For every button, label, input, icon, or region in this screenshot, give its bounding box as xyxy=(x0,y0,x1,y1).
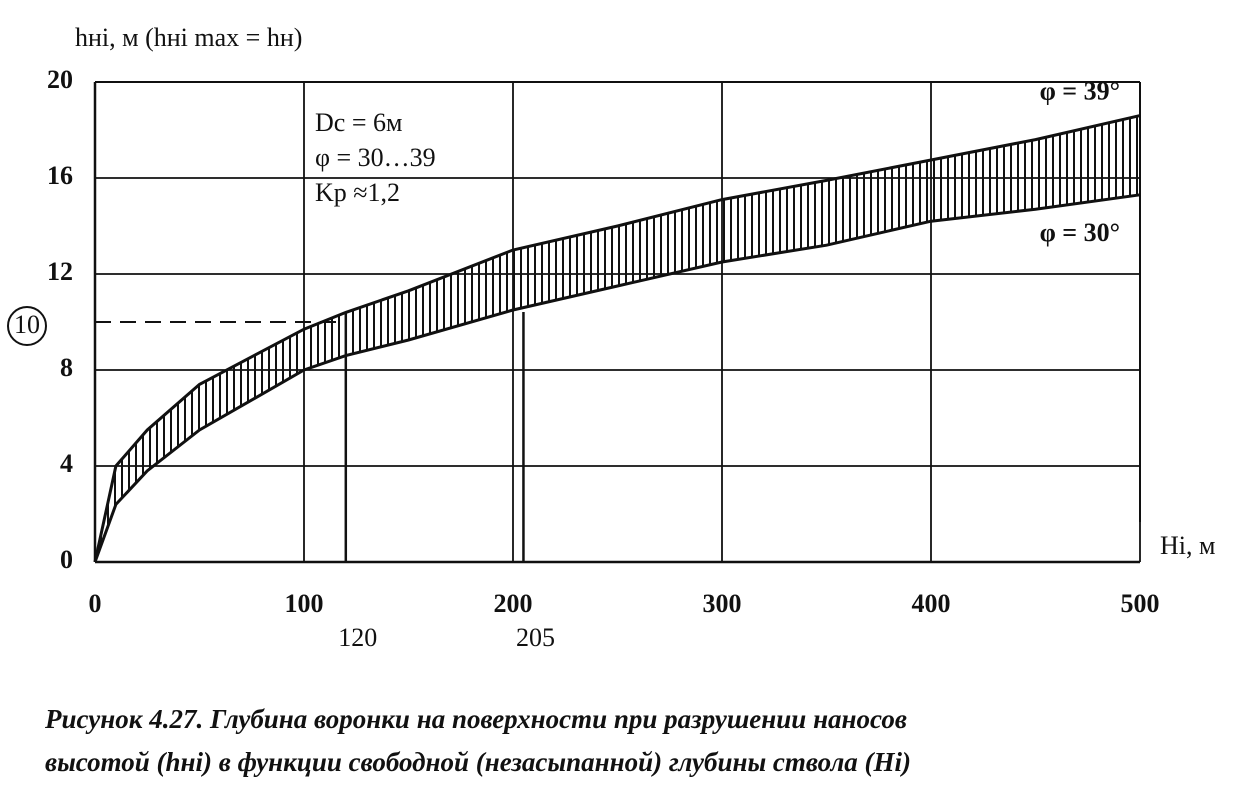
y-tick-label: 12 xyxy=(47,257,73,286)
x-tick-label: 0 xyxy=(89,589,102,618)
reference-label: 120 xyxy=(338,623,377,652)
reference-label: 205 xyxy=(516,623,555,652)
series-label: φ = 39° xyxy=(1040,77,1120,106)
label-circle xyxy=(7,306,47,346)
reference-label: 10 xyxy=(14,310,40,339)
y-tick-label: 4 xyxy=(60,449,73,478)
x-tick-label: 200 xyxy=(494,589,533,618)
x-tick-label: 500 xyxy=(1121,589,1160,618)
y-tick-label: 16 xyxy=(47,161,73,190)
y-axis-label: hнi, м (hнi max = hн) xyxy=(75,23,302,52)
x-axis-label: Hi, м xyxy=(1160,531,1215,560)
x-tick-label: 100 xyxy=(285,589,324,618)
annotation: φ = 30…39 xyxy=(315,143,436,172)
annotation: Kp ≈1,2 xyxy=(315,178,400,207)
caption: Рисунок 4.27. Глубина воронки на поверхн… xyxy=(44,704,907,734)
annotation: Dc = 6м xyxy=(315,108,402,137)
band-hatch xyxy=(95,115,1140,562)
x-tick-label: 400 xyxy=(912,589,951,618)
series-line xyxy=(93,114,1141,563)
y-tick-label: 8 xyxy=(60,353,73,382)
series-label: φ = 30° xyxy=(1040,218,1120,247)
x-tick-label: 300 xyxy=(703,589,742,618)
y-tick-label: 20 xyxy=(47,65,73,94)
caption: высотой (hнi) в функции свободной (незас… xyxy=(45,747,911,777)
y-tick-label: 0 xyxy=(60,545,73,574)
series-line xyxy=(93,193,1141,563)
